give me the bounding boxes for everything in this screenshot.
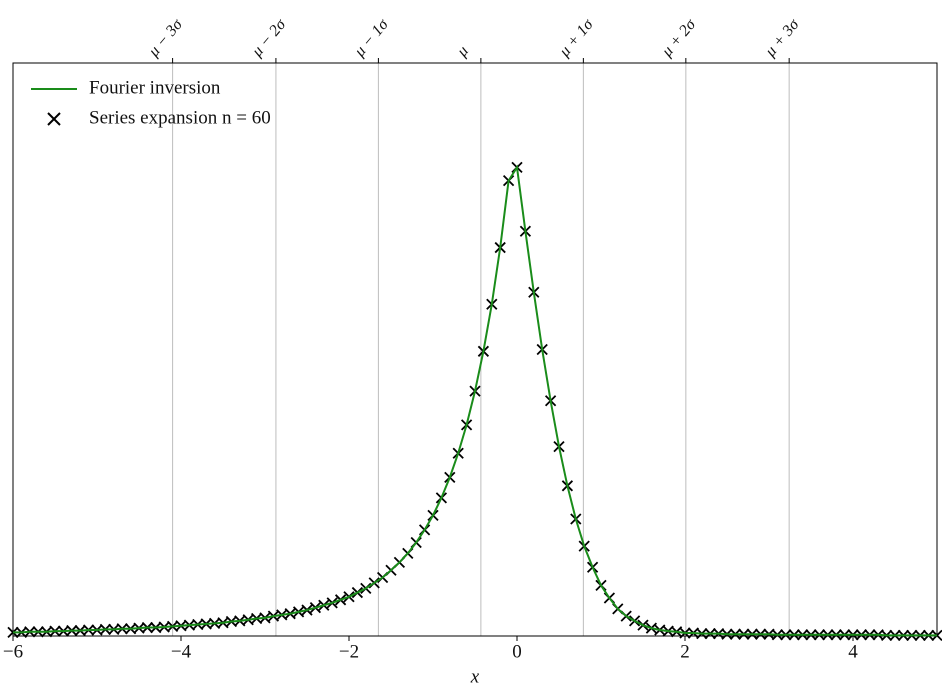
x-tick-label: 2 bbox=[680, 641, 690, 662]
x-tick-label: 0 bbox=[512, 641, 522, 662]
legend-label: Fourier inversion bbox=[89, 77, 221, 98]
top-tick-label: μ bbox=[453, 43, 472, 61]
legend-label: Series expansion n = 60 bbox=[89, 107, 271, 128]
x-axis-label: x bbox=[470, 666, 480, 687]
x-tick-label: −4 bbox=[171, 641, 192, 662]
top-tick-label: μ + 2σ bbox=[658, 15, 700, 60]
plot-frame bbox=[12, 62, 938, 637]
x-tick-label: 4 bbox=[848, 641, 858, 662]
x-tick-label: −2 bbox=[339, 641, 359, 662]
x-tick-label: −6 bbox=[3, 641, 23, 662]
top-tick-label: μ + 1σ bbox=[556, 15, 598, 60]
top-tick-label: μ − 3σ bbox=[145, 15, 187, 60]
top-tick-label: μ − 2σ bbox=[248, 15, 290, 60]
top-tick-label: μ − 1σ bbox=[351, 15, 393, 60]
line-series bbox=[13, 164, 937, 637]
legend-marker bbox=[47, 112, 61, 126]
top-tick-label: μ + 3σ bbox=[761, 15, 803, 60]
